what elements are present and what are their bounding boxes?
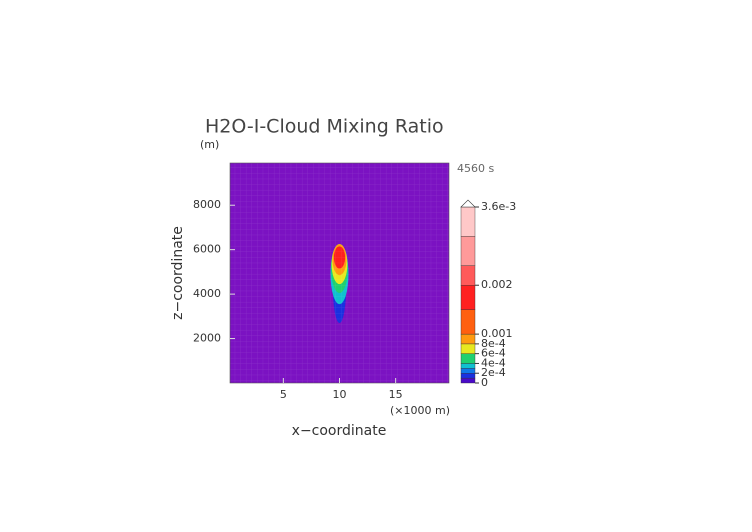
colorbar-tick-label: 6e-4 (481, 347, 506, 360)
colorbar-band (460, 236, 476, 266)
y-axis-label: z−coordinate (170, 226, 186, 320)
x-tick-label: 15 (389, 388, 403, 401)
colorbar-tick-label: 3.6e-3 (481, 200, 516, 213)
colorbar-tick-label: 4e-4 (481, 356, 506, 369)
x-axis-label: x−coordinate (292, 423, 387, 439)
y-tick-label: 4000 (193, 287, 221, 300)
colorbar-band (460, 377, 476, 384)
colorbar-band (460, 363, 476, 369)
colorbar-band (460, 368, 476, 374)
y-unit: (m) (200, 138, 219, 151)
colorbar-tick-label: 0.001 (481, 327, 513, 340)
colorbar-band (460, 206, 476, 237)
colorbar-tick-label: 8e-4 (481, 337, 506, 350)
colorbar-tick-label: 0.002 (481, 278, 513, 291)
y-tick-label: 6000 (193, 243, 221, 256)
colorbar-tick-label: 2e-4 (481, 366, 506, 379)
y-tick-label: 2000 (193, 332, 221, 345)
colorbar-extend (460, 199, 476, 208)
colorbar-band (460, 285, 476, 310)
chart-title: H2O-I-Cloud Mixing Ratio (205, 116, 444, 138)
x-tick-label: 5 (280, 388, 287, 401)
grid-overlay (230, 163, 449, 383)
colorbar-tick-label: 0 (481, 376, 488, 389)
colorbar-band (460, 353, 476, 364)
y-tick-label: 8000 (193, 198, 221, 211)
colorbar-band (460, 333, 476, 345)
colorbar-band (460, 309, 476, 335)
colorbar-band (460, 265, 476, 286)
x-tick-label: 10 (333, 388, 347, 401)
time-label: 4560 s (457, 162, 494, 175)
colorbar-band (460, 373, 476, 379)
colorbar-band (460, 343, 476, 354)
x-unit: (×1000 m) (390, 404, 450, 417)
